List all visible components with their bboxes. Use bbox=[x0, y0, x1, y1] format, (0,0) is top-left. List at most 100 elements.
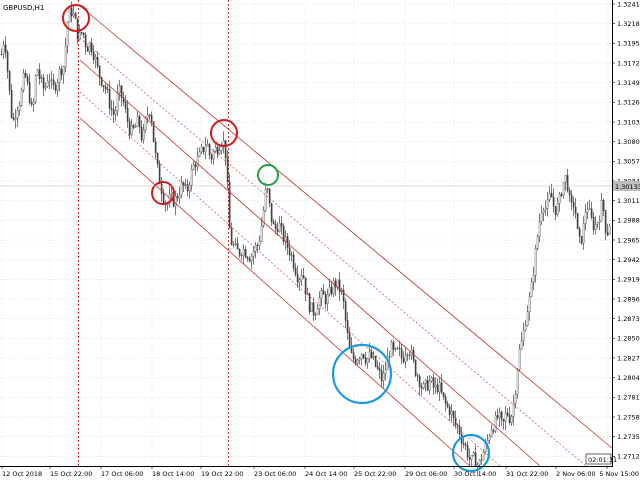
candle-body bbox=[208, 144, 211, 156]
candle-body bbox=[170, 192, 173, 195]
regression-channel[interactable] bbox=[79, 5, 613, 467]
candle-body bbox=[84, 34, 87, 48]
date-tick-label: 25 Oct 22:00 bbox=[354, 470, 396, 478]
candle-body bbox=[494, 415, 497, 432]
candle-body bbox=[532, 275, 535, 283]
candle-body bbox=[248, 258, 251, 262]
candle-body bbox=[188, 185, 191, 192]
channel-line-center[interactable] bbox=[79, 59, 541, 467]
candle-body bbox=[224, 140, 227, 159]
candle-body bbox=[128, 120, 131, 136]
candle-body bbox=[64, 45, 67, 67]
price-tick-label: 1.30800 bbox=[617, 138, 640, 146]
candle-body bbox=[344, 301, 347, 321]
candle-body bbox=[60, 68, 63, 75]
candle-body bbox=[10, 90, 13, 118]
candle-body bbox=[436, 384, 439, 393]
candle-body bbox=[382, 373, 385, 382]
candle-body bbox=[452, 411, 455, 419]
candle-body bbox=[212, 151, 215, 160]
candle-body bbox=[550, 192, 553, 198]
candle-body bbox=[500, 411, 503, 420]
candle-body bbox=[506, 412, 509, 416]
candle-body bbox=[466, 445, 469, 458]
candle-body bbox=[276, 229, 279, 232]
price-tick-label: 1.32410 bbox=[617, 0, 640, 8]
price-tick-label: 1.31720 bbox=[617, 59, 640, 67]
candle-body bbox=[32, 101, 35, 105]
channel-line-upper[interactable] bbox=[79, 5, 613, 449]
candle-body bbox=[468, 456, 471, 460]
candle-body bbox=[66, 22, 69, 47]
candle-body bbox=[554, 206, 557, 216]
candle-body bbox=[182, 182, 185, 186]
candle-body bbox=[2, 44, 5, 55]
candle-body bbox=[408, 354, 411, 356]
candle-body bbox=[24, 72, 27, 78]
price-tick-label: 1.27580 bbox=[617, 413, 640, 421]
candle-body bbox=[90, 42, 93, 53]
candle-body bbox=[40, 77, 43, 79]
candle-body bbox=[420, 386, 423, 389]
candle-body bbox=[298, 279, 301, 283]
candle-body bbox=[400, 348, 403, 359]
candle-body bbox=[20, 89, 23, 106]
candle-body bbox=[272, 221, 275, 225]
candle-body bbox=[426, 379, 429, 391]
price-tick-label: 1.28500 bbox=[617, 335, 640, 343]
candle-body bbox=[196, 156, 199, 168]
candle-body bbox=[608, 225, 611, 236]
candle-body bbox=[244, 248, 247, 258]
candle-body bbox=[234, 243, 237, 245]
candle-body bbox=[82, 32, 85, 36]
candle-body bbox=[80, 32, 83, 34]
date-tick-label: 24 Oct 14:00 bbox=[305, 470, 347, 478]
candle-body bbox=[504, 412, 507, 422]
candle-body bbox=[6, 52, 9, 72]
candle-body bbox=[222, 140, 225, 146]
candle-body bbox=[498, 411, 501, 418]
candle-body bbox=[314, 314, 317, 316]
candle-body bbox=[110, 108, 113, 110]
date-tick-label: 29 Oct 06:00 bbox=[405, 470, 447, 478]
candle-body bbox=[264, 188, 267, 211]
candle-body bbox=[552, 196, 555, 207]
candle-body bbox=[438, 382, 441, 393]
channel-line-upper-mid[interactable] bbox=[79, 37, 587, 467]
candle-body bbox=[252, 251, 255, 257]
candle-body bbox=[210, 154, 213, 160]
candle-body bbox=[202, 146, 205, 152]
candle-body bbox=[422, 383, 425, 389]
price-tick-label: 1.29420 bbox=[617, 256, 640, 264]
candle-body bbox=[502, 419, 505, 422]
candle-body bbox=[34, 75, 37, 102]
candle-body bbox=[194, 164, 197, 168]
candle-body bbox=[302, 275, 305, 278]
candle-body bbox=[524, 325, 527, 331]
date-tick-label: 30 Oct 14:00 bbox=[454, 470, 496, 478]
candle-body bbox=[216, 146, 219, 155]
candle-body bbox=[176, 196, 179, 199]
candle-body bbox=[332, 280, 335, 294]
candle-body bbox=[534, 248, 537, 276]
candle-body bbox=[4, 44, 7, 53]
candle-body bbox=[354, 358, 357, 364]
candle-body bbox=[240, 255, 243, 257]
candle-body bbox=[356, 359, 359, 364]
candle-body bbox=[316, 308, 319, 315]
price-tick-label: 1.28730 bbox=[617, 315, 640, 323]
channel-line-lower-mid[interactable] bbox=[79, 91, 501, 467]
channel-line-lower[interactable] bbox=[79, 117, 471, 467]
candle-body bbox=[122, 97, 125, 103]
candle-body bbox=[52, 79, 55, 86]
candle-body bbox=[528, 296, 531, 312]
candle-body bbox=[54, 84, 57, 91]
candle-body bbox=[274, 223, 277, 230]
candle-body bbox=[488, 435, 491, 441]
candle-body bbox=[392, 342, 395, 350]
candle-body bbox=[312, 302, 315, 316]
candle-body bbox=[112, 109, 115, 115]
candle-body bbox=[294, 267, 297, 275]
countdown-label: 02:01:31 bbox=[588, 456, 617, 464]
